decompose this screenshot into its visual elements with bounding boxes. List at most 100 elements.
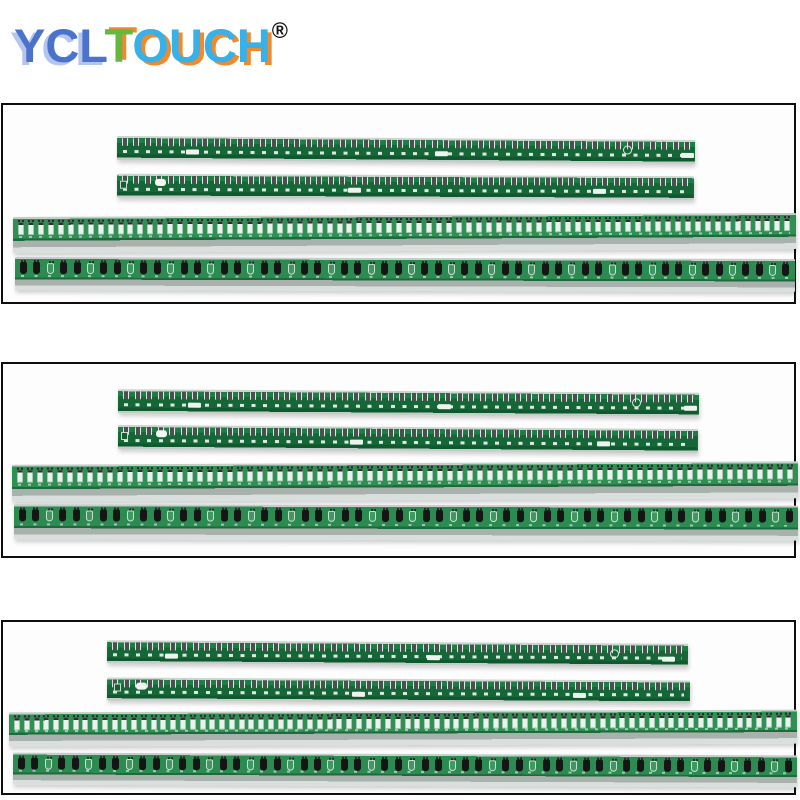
ir-receiver-led [326,468,333,482]
smd-component [202,176,209,185]
smd-component [376,428,383,437]
ir-receiver-led [187,221,194,235]
ir-receiver-led [396,468,403,482]
pcb-strip-emitter [14,256,796,293]
ir-emitter-led [19,509,27,522]
smd-component [270,176,277,185]
smd-component [179,176,186,185]
empty-pad [247,510,255,522]
component-row [122,175,689,187]
smd-component [362,139,369,148]
ir-receiver-led [256,220,263,234]
ir-receiver-led [606,467,613,481]
ir-receiver-led [525,219,532,233]
smd-component [134,427,141,436]
ir-emitter-led [234,509,242,522]
empty-pad [86,263,94,275]
smd-component [606,430,613,439]
ir-emitter-led [180,262,188,275]
ir-receiver-led [774,218,781,232]
ir-receiver-led [716,466,723,480]
smd-component [499,177,506,186]
ir-emitter-led [274,509,282,522]
pcb-strip-control [117,389,700,417]
ir-receiver-led [287,716,294,730]
ir-receiver-led [336,468,343,482]
ir-receiver-led [207,221,214,235]
ir-receiver-led [131,716,138,730]
smd-component [339,139,346,148]
smd-component [672,141,679,150]
smd-component [285,680,292,689]
ir-emitter-led [515,759,523,772]
smd-component [169,679,176,688]
smd-component [597,682,604,691]
smd-component [216,680,223,689]
ir-receiver-led [406,219,413,233]
smd-component [318,392,325,401]
ir-receiver-led [416,467,423,481]
smd-component [307,643,314,652]
pcb-blob-marking [154,179,166,187]
smd-component [649,141,656,150]
ir-emitter-led [153,262,161,275]
ir-receiver-led [326,220,333,234]
smd-component [249,427,256,436]
smd-component [158,679,165,688]
smd-component [514,393,521,402]
ir-emitter-led [514,263,522,276]
smd-component [592,141,599,150]
ir-emitter-led [664,510,672,523]
smd-component [330,643,337,652]
smd-component [675,430,682,439]
smd-component [238,427,245,436]
smd-component [590,177,597,186]
smd-component [458,681,465,690]
smd-component [399,392,406,401]
smd-component [522,177,529,186]
smd-component [133,138,140,147]
smd-component [307,428,314,437]
ir-emitter-led [663,759,671,772]
empty-pad [166,510,175,522]
ir-receiver-led [764,218,771,232]
smd-component [500,140,507,149]
ir-receiver-led [687,714,694,729]
ir-receiver-led [356,468,363,482]
smd-component [273,643,280,652]
smd-component [408,140,415,149]
smd-component [396,176,403,185]
ir-emitter-led [20,261,28,275]
ir-receiver-led [226,220,234,234]
ir-receiver-led [67,221,74,235]
ir-receiver-led [646,466,653,480]
smd-component [523,140,530,149]
empty-pad [46,263,54,275]
ir-emitter-led [421,263,429,276]
ir-emitter-led [381,262,389,275]
ir-receiver-led [356,220,363,234]
ir-receiver-led [595,218,602,233]
component-row [123,391,694,403]
empty-pad [768,264,777,276]
ir-receiver-led [496,467,503,481]
smd-component [180,391,187,400]
ir-emitter-led [313,758,322,771]
smd-component [583,394,590,403]
ir-receiver-led [619,715,626,729]
smd-component [457,644,464,653]
empty-pad [568,264,576,276]
ir-emitter-led [516,510,524,523]
smd-component [318,428,325,437]
ir-emitter-led [341,509,349,522]
smd-component [476,177,483,186]
ir-receiver-led [635,218,642,232]
ir-receiver-led [140,716,147,730]
smd-component [192,642,199,651]
smd-component [595,645,602,654]
component-row [19,507,793,523]
empty-pad [488,264,496,276]
ir-receiver-led [694,218,701,232]
pcb-box-marking [121,431,129,440]
ir-emitter-led [621,263,629,276]
